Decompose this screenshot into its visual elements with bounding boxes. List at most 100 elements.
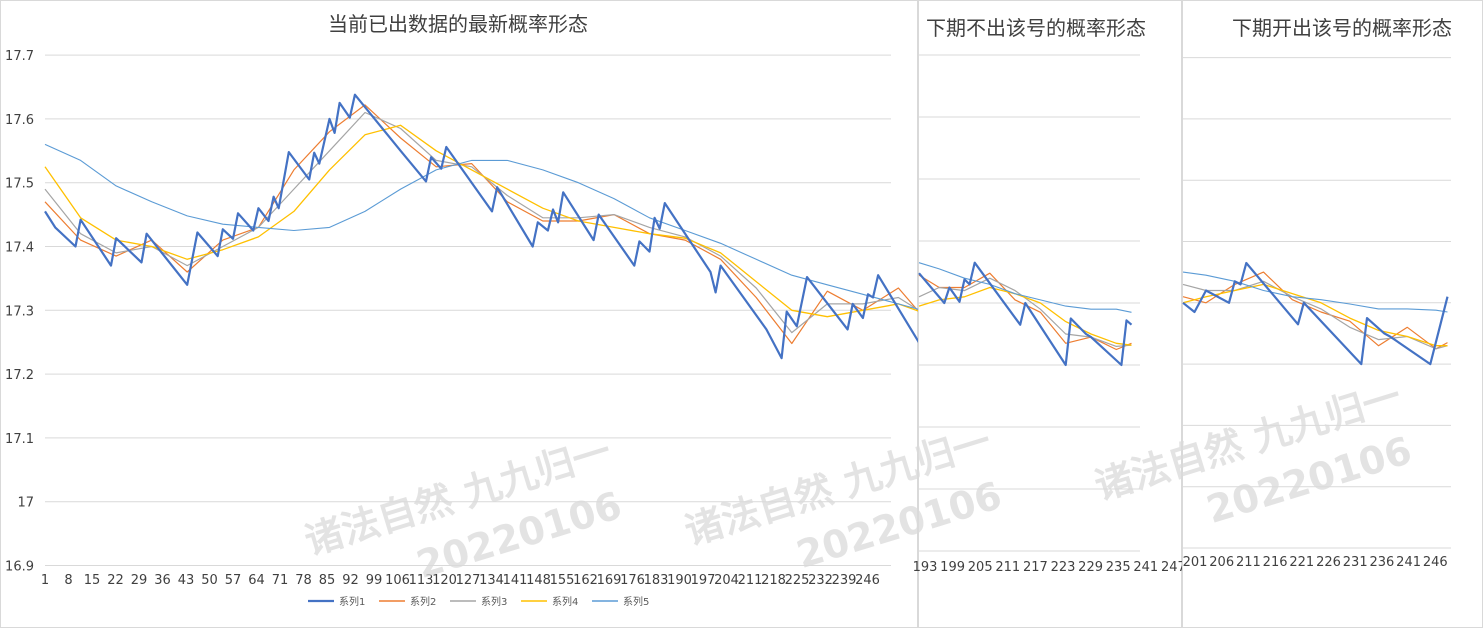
x-tick-label: 106 <box>385 573 410 588</box>
x-tick-label: 183 <box>644 573 669 588</box>
x-tick-label: 241 <box>1133 560 1158 575</box>
x-tick-label: 232 <box>808 573 833 588</box>
series-line-3 <box>1182 280 1448 350</box>
series-line-5 <box>1182 271 1448 313</box>
x-tick-label: 99 <box>366 573 383 588</box>
x-tick-label: 15 <box>84 573 101 588</box>
chart-title: 下期不出该号的概率形态 <box>926 16 1146 40</box>
x-tick-label: 78 <box>295 573 312 588</box>
y-tick-label: 17.3 <box>5 304 34 319</box>
x-tick-label: 216 <box>1263 555 1288 570</box>
x-tick-label: 113 <box>409 573 434 588</box>
x-tick-label: 239 <box>832 573 857 588</box>
chart-title: 当前已出数据的最新概率形态 <box>328 12 588 36</box>
series-line-4 <box>918 286 1132 346</box>
x-tick-label: 22 <box>107 573 124 588</box>
x-tick-label: 211 <box>738 573 763 588</box>
y-tick-label: 17.7 <box>5 49 34 64</box>
x-tick-label: 231 <box>1343 555 1368 570</box>
x-tick-label: 64 <box>248 573 265 588</box>
x-tick-label: 71 <box>272 573 289 588</box>
y-gridlines <box>45 54 891 566</box>
chart-panel-border <box>918 0 1182 628</box>
x-tick-label: 29 <box>131 573 148 588</box>
chart-panel-current: 当前已出数据的最新概率形态 17.717.617.517.417.317.217… <box>0 0 1027 628</box>
x-tick-label: 218 <box>761 573 786 588</box>
x-tick-labels: 201 206 211 216 221 226 231 236 241 246 <box>1183 555 1448 570</box>
x-tick-label: 148 <box>526 573 551 588</box>
x-tick-label: 211 <box>995 560 1020 575</box>
chart-legend: 系列1 系列2 系列3 系列4 系列5 <box>308 595 649 608</box>
x-tick-label: 197 <box>691 573 716 588</box>
y-tick-label: 17 <box>17 496 34 511</box>
x-tick-label: 190 <box>667 573 692 588</box>
x-tick-label: 246 <box>855 573 880 588</box>
x-tick-label: 193 <box>913 560 938 575</box>
chart-panel-not-drawn: 下期不出该号的概率形态 193 199 205 211 217 223 229 235 241 2… <box>913 0 1186 628</box>
series-line-2 <box>44 104 1026 372</box>
series-lines <box>1182 261 1449 366</box>
x-tick-label: 221 <box>1289 555 1314 570</box>
x-tick-label: 204 <box>714 573 739 588</box>
chart-panel-drawn: 下期开出该号的概率形态 201 206 211 216 221 226 231 236 241 2… <box>1182 0 1483 628</box>
x-tick-label: 162 <box>573 573 598 588</box>
series-line-3 <box>918 277 1132 347</box>
x-tick-label: 85 <box>319 573 336 588</box>
x-tick-label: 57 <box>225 573 242 588</box>
legend-label-3: 系列3 <box>481 595 507 608</box>
chart-panel-border <box>1182 0 1483 628</box>
series-lines <box>918 261 1133 367</box>
x-tick-label: 246 <box>1423 555 1448 570</box>
legend-label-1: 系列1 <box>339 595 365 608</box>
y-tick-label: 17.4 <box>5 241 34 256</box>
x-tick-label: 225 <box>785 573 810 588</box>
x-tick-label: 43 <box>178 573 195 588</box>
x-tick-label: 176 <box>620 573 645 588</box>
x-tick-label: 169 <box>597 573 622 588</box>
x-tick-label: 211 <box>1236 555 1261 570</box>
x-tick-label: 8 <box>64 573 72 588</box>
x-tick-label: 241 <box>1396 555 1421 570</box>
y-gridlines <box>918 54 1140 552</box>
series-line-1 <box>1182 261 1449 366</box>
x-tick-label: 206 <box>1209 555 1234 570</box>
x-tick-label: 134 <box>479 573 504 588</box>
x-tick-label: 120 <box>432 573 457 588</box>
series-line-1 <box>918 261 1133 367</box>
x-tick-label: 36 <box>154 573 171 588</box>
chart-panel-border <box>0 0 918 628</box>
series-line-4 <box>44 124 1026 362</box>
x-tick-label: 247 <box>1161 560 1186 575</box>
x-tick-label: 92 <box>342 573 359 588</box>
x-tick-label: 205 <box>968 560 993 575</box>
x-tick-label: 50 <box>201 573 218 588</box>
y-tick-label: 16.9 <box>5 560 34 575</box>
x-tick-label: 217 <box>1023 560 1048 575</box>
x-tick-label: 236 <box>1369 555 1394 570</box>
x-tick-label: 201 <box>1183 555 1208 570</box>
y-tick-labels: 17.7 17.6 17.5 17.4 17.3 17.2 17.1 17 16.9 <box>5 49 34 574</box>
series-lines <box>44 93 1027 385</box>
x-tick-label: 235 <box>1106 560 1131 575</box>
x-tick-label: 1 <box>41 573 49 588</box>
x-tick-labels: 1 8 15 22 29 36 43 50 57 64 71 78 85 92 99 106113120127… <box>41 573 880 588</box>
series-line-1 <box>44 93 1027 385</box>
x-tick-label: 223 <box>1051 560 1076 575</box>
legend-label-4: 系列4 <box>552 595 578 608</box>
y-tick-label: 17.2 <box>5 368 34 383</box>
series-line-5 <box>44 143 1026 330</box>
x-tick-label: 199 <box>940 560 965 575</box>
y-tick-label: 17.1 <box>5 432 34 447</box>
series-line-5 <box>918 262 1132 313</box>
series-line-4 <box>1182 283 1448 347</box>
x-tick-label: 155 <box>550 573 575 588</box>
x-tick-label: 229 <box>1078 560 1103 575</box>
x-tick-label: 141 <box>503 573 528 588</box>
y-tick-label: 17.6 <box>5 113 34 128</box>
legend-label-5: 系列5 <box>623 595 649 608</box>
x-tick-labels: 193 199 205 211 217 223 229 235 241 247 <box>913 560 1186 575</box>
legend-label-2: 系列2 <box>410 595 436 608</box>
chart-title: 下期开出该号的概率形态 <box>1232 16 1452 40</box>
x-tick-label: 226 <box>1316 555 1341 570</box>
